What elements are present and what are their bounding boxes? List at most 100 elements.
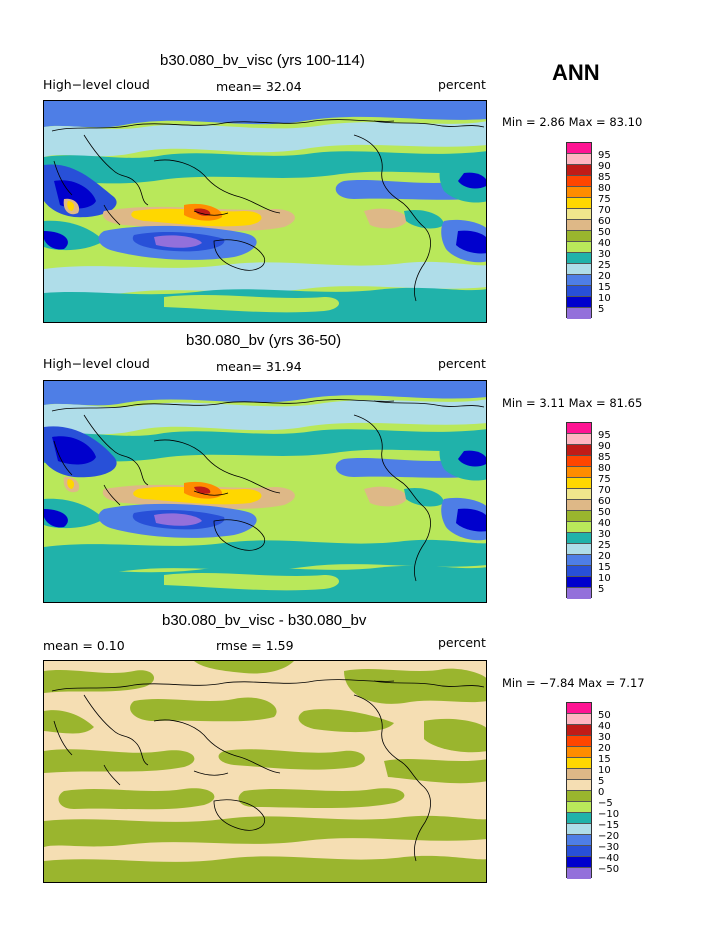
panel1-level: 20: [598, 271, 611, 282]
panel1-variable: High−level cloud: [43, 77, 150, 92]
panel1-level: 30: [598, 249, 611, 260]
panel1-level: 85: [598, 172, 611, 183]
panel1-swatch: [567, 220, 591, 231]
panel3-level: −40: [598, 853, 620, 864]
panel1-swatch: [567, 275, 591, 286]
panel2-level: 90: [598, 441, 611, 452]
panel1-swatch: [567, 198, 591, 209]
panel2-swatch: [567, 500, 591, 511]
panel3-level: −15: [598, 820, 620, 831]
panel2-level: 50: [598, 507, 611, 518]
panel3-level: 20: [598, 743, 611, 754]
panel1-swatch: [567, 308, 591, 319]
panel3-swatch: [567, 725, 591, 736]
panel1-swatch: [567, 264, 591, 275]
panel3-swatch: [567, 714, 591, 725]
panel2-variable: High−level cloud: [43, 356, 150, 371]
panel1-level: 95: [598, 150, 611, 161]
panel1-title: b30.080_bv_visc (yrs 100-114): [160, 52, 365, 69]
panel3-map: [43, 660, 487, 883]
panel1-swatch: [567, 286, 591, 297]
panel2-colorbar: [566, 422, 592, 599]
panel3-level: −5: [598, 798, 613, 809]
panel1-minmax: Min = 2.86 Max = 83.10: [502, 115, 643, 129]
panel3-level: 10: [598, 765, 611, 776]
panel2-swatch: [567, 489, 591, 500]
panel1-swatch: [567, 143, 591, 154]
panel1-colorbar: [566, 142, 592, 319]
panel2-swatch: [567, 423, 591, 434]
panel3-level: 40: [598, 721, 611, 732]
panel2-swatch: [567, 588, 591, 599]
panel1-level: 15: [598, 282, 611, 293]
panel3-swatch: [567, 769, 591, 780]
panel1-map: [43, 100, 487, 323]
panel3-level: −20: [598, 831, 620, 842]
panel1-level: 10: [598, 293, 611, 304]
panel3-swatch: [567, 758, 591, 769]
panel2-level: 60: [598, 496, 611, 507]
panel1-level: 70: [598, 205, 611, 216]
panel2-level: 10: [598, 573, 611, 584]
panel2-swatch: [567, 445, 591, 456]
panel3-swatch: [567, 703, 591, 714]
panel2-swatch: [567, 533, 591, 544]
panel3-swatch: [567, 736, 591, 747]
panel3-units: percent: [438, 635, 486, 650]
panel2-level: 80: [598, 463, 611, 474]
panel2-level: 30: [598, 529, 611, 540]
panel3-swatch: [567, 780, 591, 791]
panel1-swatch: [567, 176, 591, 187]
panel2-minmax: Min = 3.11 Max = 81.65: [502, 396, 643, 410]
panel2-swatch: [567, 522, 591, 533]
panel2-level: 25: [598, 540, 611, 551]
panel3-level: −30: [598, 842, 620, 853]
panel2-units: percent: [438, 356, 486, 371]
panel2-level: 85: [598, 452, 611, 463]
panel3-swatch: [567, 846, 591, 857]
panel3-swatch: [567, 857, 591, 868]
panel2-swatch: [567, 434, 591, 445]
panel2-swatch: [567, 511, 591, 522]
panel3-title: b30.080_bv_visc - b30.080_bv: [162, 612, 367, 629]
panel2-swatch: [567, 467, 591, 478]
panel1-level: 25: [598, 260, 611, 271]
panel1-swatch: [567, 231, 591, 242]
panel2-level: 95: [598, 430, 611, 441]
panel2-level: 5: [598, 584, 605, 595]
panel1-swatch: [567, 154, 591, 165]
panel3-swatch: [567, 835, 591, 846]
panel1-level: 80: [598, 183, 611, 194]
panel2-swatch: [567, 544, 591, 555]
panel3-level: 0: [598, 787, 605, 798]
panel3-level: 15: [598, 754, 611, 765]
panel1-level: 50: [598, 227, 611, 238]
panel3-swatch: [567, 791, 591, 802]
panel3-level: −10: [598, 809, 620, 820]
panel2-swatch: [567, 456, 591, 467]
panel2-level: 20: [598, 551, 611, 562]
panel3-level: 30: [598, 732, 611, 743]
panel1-level: 90: [598, 161, 611, 172]
panel3-level: 50: [598, 710, 611, 721]
panel3-swatch: [567, 824, 591, 835]
panel1-level: 5: [598, 304, 605, 315]
panel1-mean: mean= 32.04: [216, 79, 302, 94]
panel2-level: 75: [598, 474, 611, 485]
panel2-swatch: [567, 555, 591, 566]
panel1-level: 60: [598, 216, 611, 227]
panel3-swatch: [567, 802, 591, 813]
panel2-level: 15: [598, 562, 611, 573]
panel3-mean: mean = 0.10: [43, 638, 125, 653]
panel2-level: 40: [598, 518, 611, 529]
panel3-colorbar: [566, 702, 592, 879]
panel1-swatch: [567, 187, 591, 198]
panel3-level: 5: [598, 776, 605, 787]
panel1-swatch: [567, 253, 591, 264]
panel2-title: b30.080_bv (yrs 36-50): [186, 332, 342, 349]
panel3-swatch: [567, 813, 591, 824]
panel1-swatch: [567, 165, 591, 176]
panel1-swatch: [567, 297, 591, 308]
panel1-level: 40: [598, 238, 611, 249]
panel1-swatch: [567, 242, 591, 253]
